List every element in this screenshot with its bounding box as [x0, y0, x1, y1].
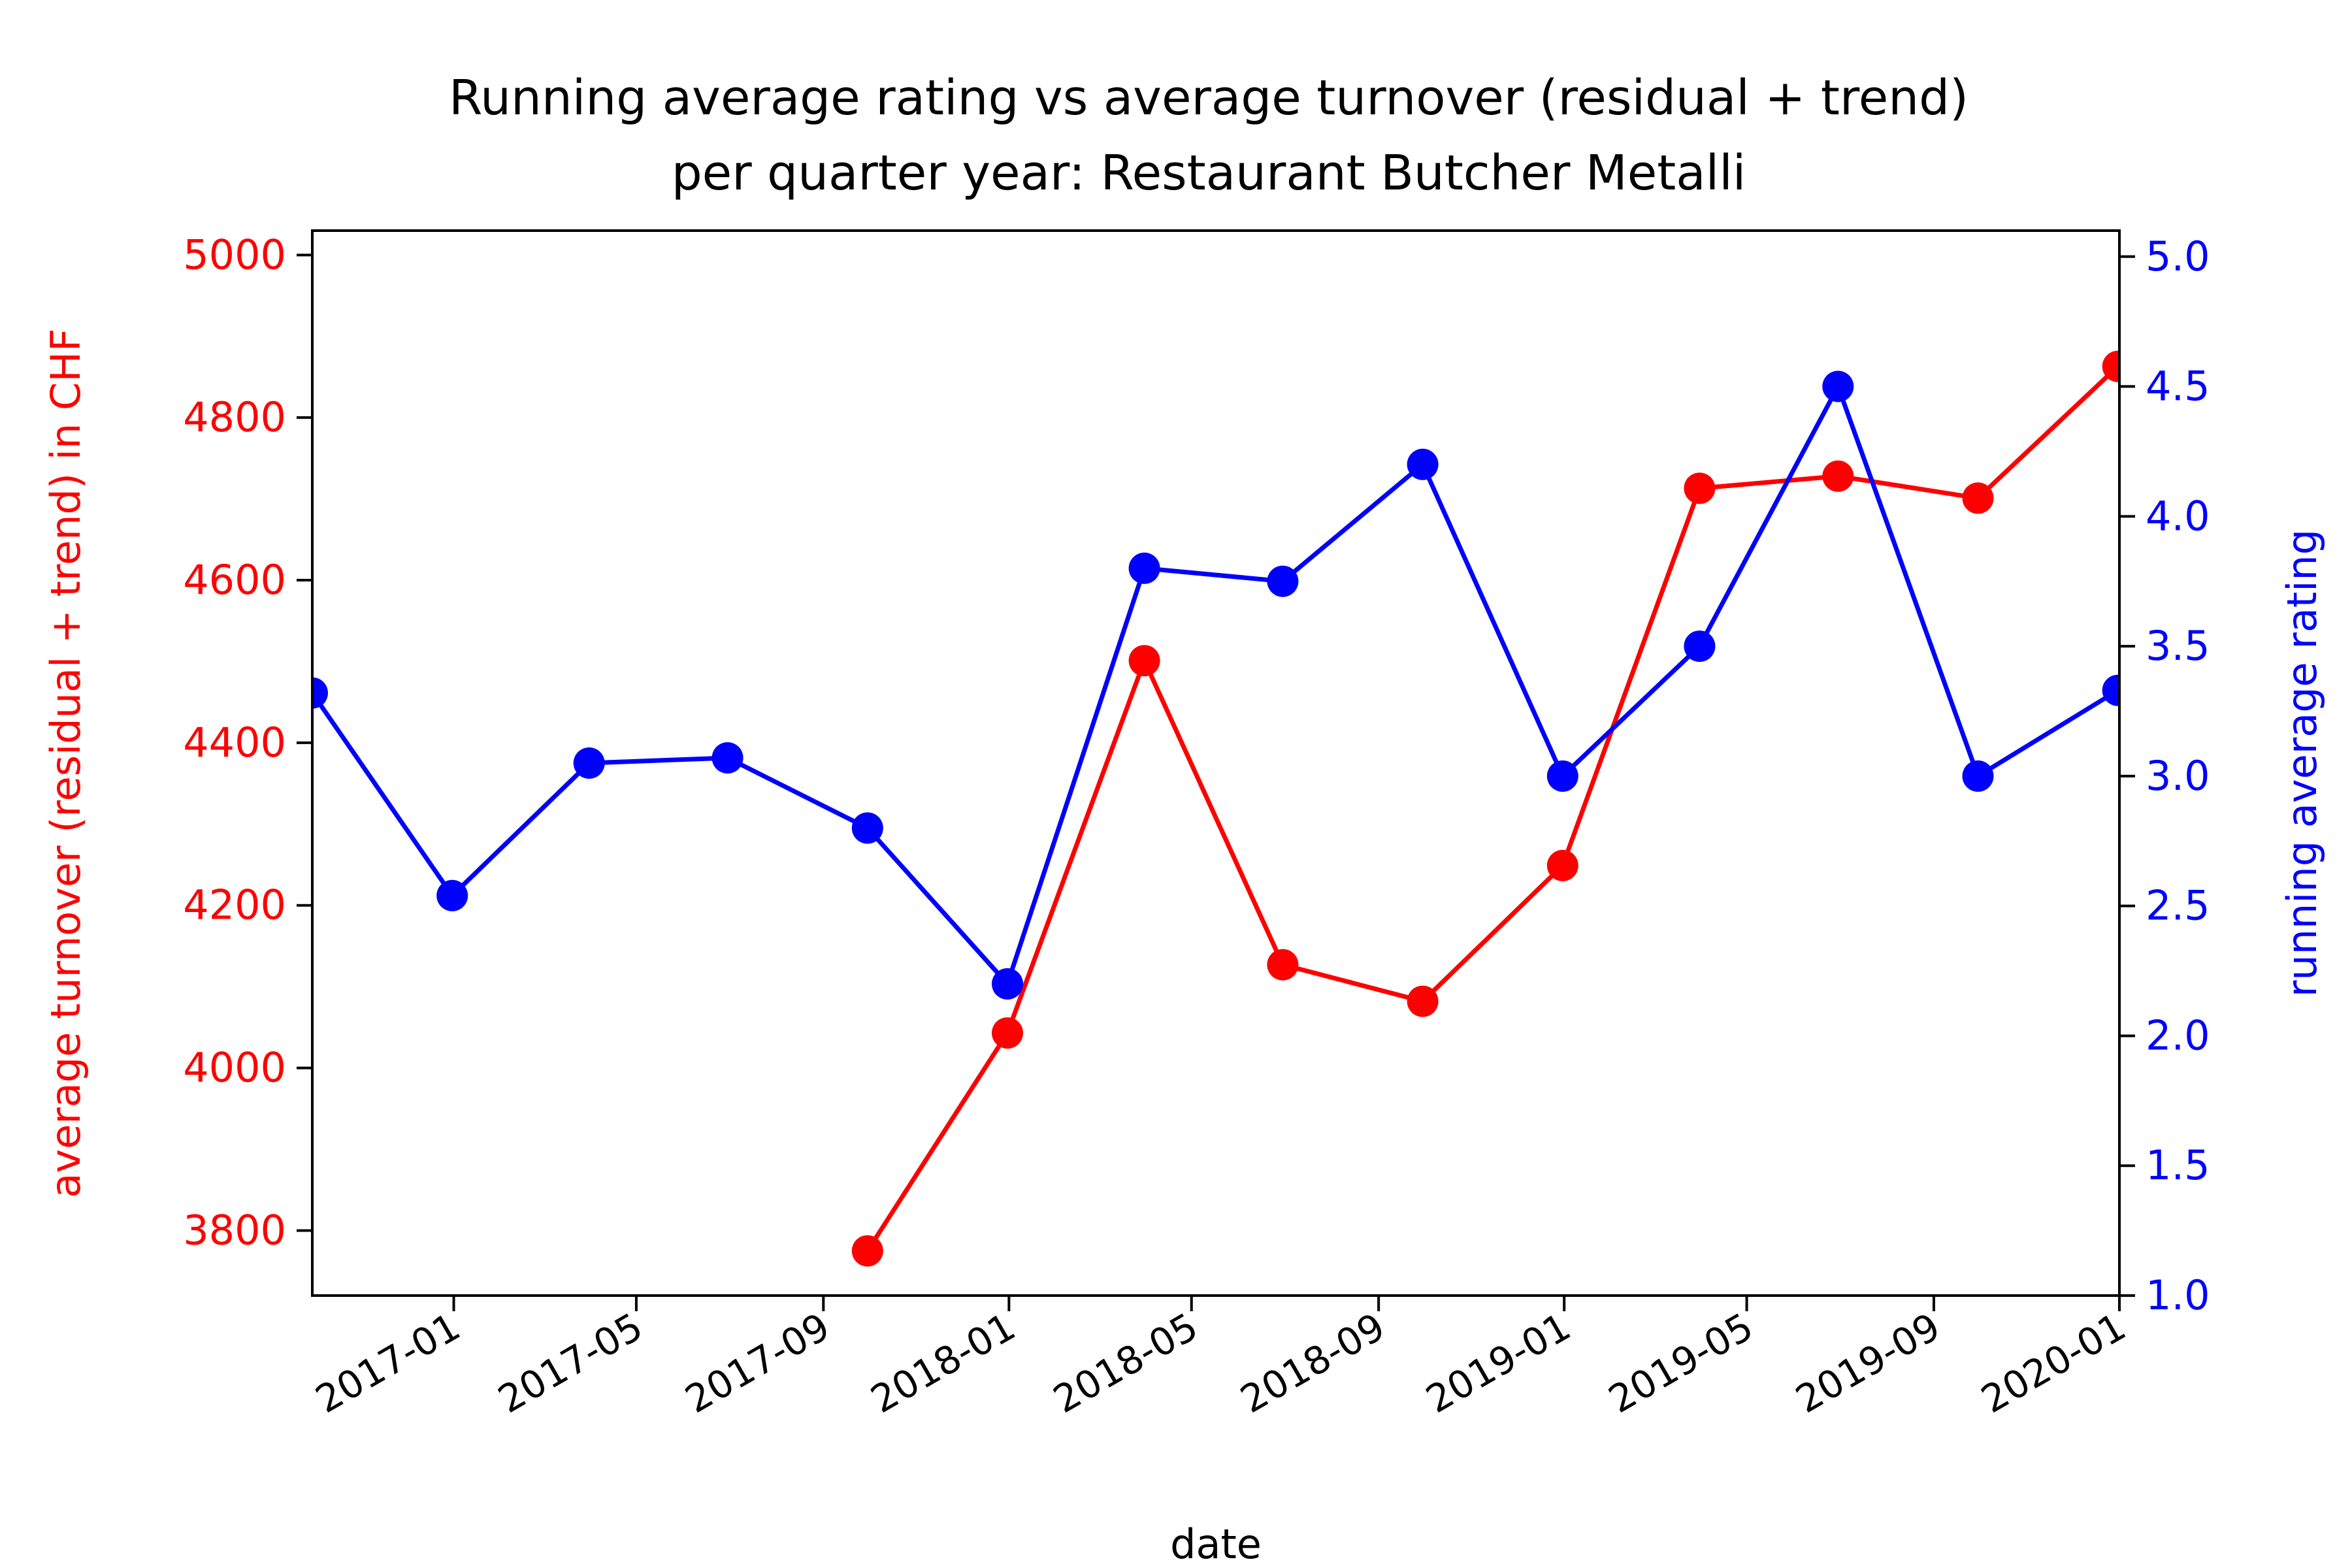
- y-right-tick-label: 1.5: [2146, 1141, 2210, 1189]
- series-point-right: [1962, 760, 1994, 792]
- y-right-tick-label: 2.0: [2146, 1011, 2210, 1059]
- y-left-tick-label: 4000: [183, 1044, 286, 1092]
- x-tick-label: 2017-05: [491, 1304, 650, 1422]
- y-axis-left-label: average turnover (residual + trend) in C…: [42, 329, 90, 1198]
- series-point-left: [992, 1017, 1023, 1049]
- x-tick-label: 2017-01: [308, 1304, 468, 1422]
- series-point-right: [1822, 370, 1854, 402]
- y-right-tick-label: 3.0: [2146, 752, 2210, 800]
- axis-ticks: 2017-01 2017-05 2017-09 2018-01 2018-05 2018-…: [183, 231, 2210, 1422]
- series-point-left: [1128, 645, 1160, 677]
- y-right-tick-label: 2.5: [2146, 882, 2210, 930]
- series-point-right: [1128, 552, 1160, 584]
- x-tick-label: 2019-01: [1418, 1304, 1578, 1422]
- series-point-left: [1267, 949, 1299, 981]
- x-tick-label: 2019-05: [1601, 1304, 1761, 1422]
- x-tick-label: 2018-09: [1233, 1304, 1392, 1422]
- series-point-left: [1684, 472, 1716, 504]
- y-right-tick-label: 4.5: [2146, 363, 2210, 410]
- y-left-tick-label: 4600: [183, 556, 286, 604]
- y-right-tick-label: 3.5: [2146, 622, 2210, 670]
- x-tick-label: 2019-09: [1788, 1304, 1948, 1422]
- x-tick-label: 2017-09: [678, 1304, 837, 1422]
- series-point-right: [573, 747, 605, 779]
- x-tick-label: 2018-05: [1046, 1304, 1205, 1422]
- series-line-left: [865, 365, 2119, 1252]
- y-left-tick-label: 3800: [183, 1206, 286, 1254]
- series-points: [312, 350, 2119, 1267]
- series-point-right: [436, 879, 468, 911]
- y-left-tick-label: 4800: [183, 393, 286, 441]
- series-point-left: [1962, 482, 1994, 514]
- series-point-left: [1546, 849, 1578, 881]
- y-left-tick-label: 4200: [183, 881, 286, 929]
- x-tick-label: 2018-01: [863, 1304, 1022, 1422]
- chart-title: Running average rating vs average turnov…: [449, 70, 1968, 126]
- series-point-right: [711, 742, 743, 774]
- x-tick-label: 2020-01: [1974, 1304, 2133, 1422]
- x-axis-label: date: [1170, 1520, 1262, 1568]
- series-point-right: [851, 812, 883, 844]
- series-point-right: [312, 677, 328, 709]
- y-right-tick-label: 1.0: [2146, 1271, 2210, 1319]
- series-line-right: [312, 384, 2119, 987]
- series-point-left: [2102, 350, 2119, 382]
- series-point-right: [1684, 630, 1716, 662]
- series-lines: [312, 365, 2119, 1252]
- series-point-left: [1822, 460, 1854, 492]
- series-point-left: [851, 1235, 883, 1267]
- series-point-right: [1546, 760, 1578, 792]
- series-point-right: [1267, 565, 1299, 597]
- series-point-left: [1407, 985, 1439, 1017]
- plot-area-frame: [311, 229, 2121, 1297]
- y-axis-right-label: running average rating: [2278, 529, 2326, 997]
- chart-subtitle: per quarter year: Restaurant Butcher Met…: [672, 145, 1746, 201]
- y-right-tick-label: 4.0: [2146, 492, 2210, 540]
- y-right-tick-label: 5.0: [2146, 233, 2210, 280]
- series-point-right: [2102, 674, 2119, 706]
- series-point-right: [1407, 448, 1439, 480]
- y-left-tick-label: 4400: [183, 719, 286, 766]
- y-left-tick-label: 5000: [183, 231, 286, 278]
- series-point-right: [992, 968, 1023, 1000]
